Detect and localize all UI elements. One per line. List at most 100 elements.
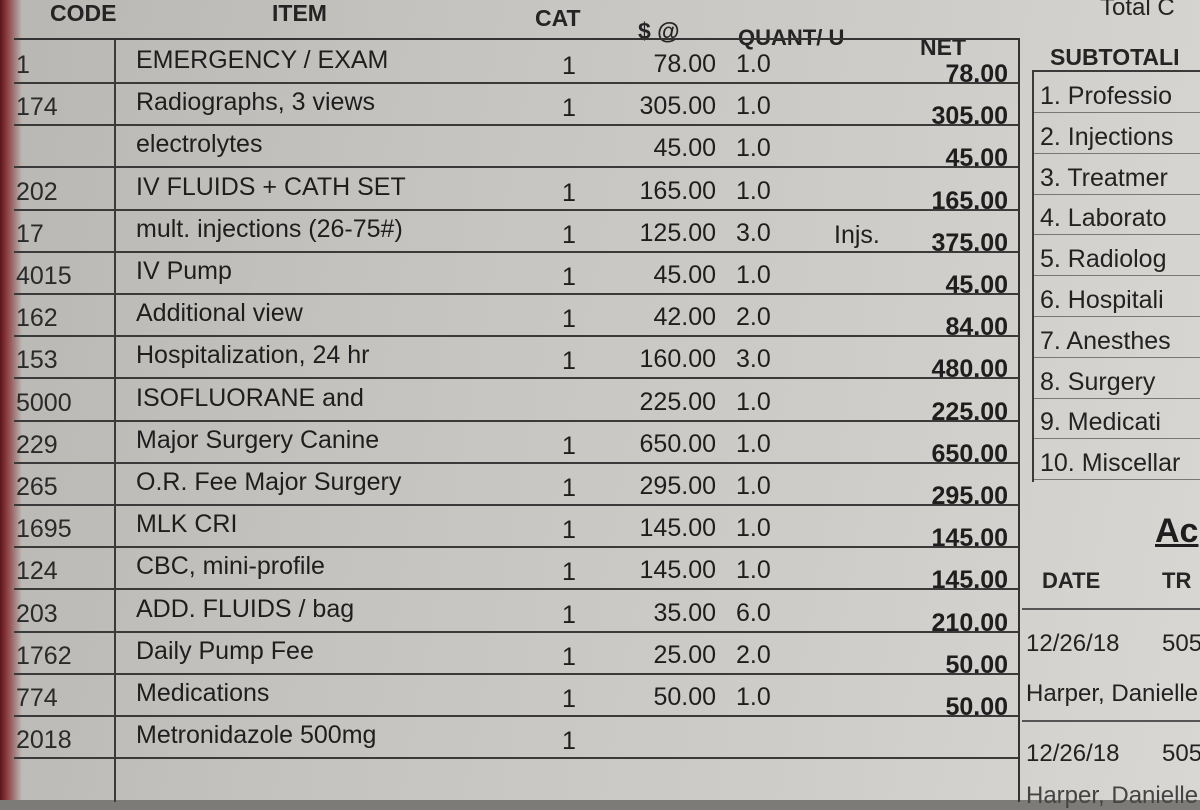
account-entry-name: Harper, Danielle [1026, 782, 1199, 809]
header-subtotal: SUBTOTALI [1050, 44, 1180, 70]
row-item: Major Surgery Canine [136, 425, 380, 454]
row-unit-price: 78.00 [653, 50, 716, 78]
table-row: 202 IV FLUIDS + CATH SET 1 165.00 1.0 165.00 [14, 167, 1018, 215]
subtotal-list: 1. Professio 2. Injections 3. Treatmer 4. L… [1032, 70, 1200, 482]
row-item: Medications [136, 679, 270, 707]
row-unit-price: 305.00 [639, 92, 716, 121]
row-net: 84.00 [945, 313, 1008, 342]
row-quantity: 3.0 [736, 345, 771, 374]
row-net: 480.00 [931, 355, 1008, 384]
table-row: 153 Hospitalization, 24 hr 1 160.00 3.0 480.0… [14, 335, 1018, 384]
row-code: 1695 [16, 515, 72, 544]
row-quantity: 1.0 [736, 50, 771, 78]
account-entry-rule [1022, 720, 1200, 722]
row-quantity: 1.0 [736, 176, 771, 205]
row-item: IV FLUIDS + CATH SET [136, 172, 406, 201]
row-code: 229 [16, 430, 58, 459]
subtotal-label: 2. Injections [1040, 122, 1174, 151]
row-item: Metronidazole 500mg [136, 721, 377, 750]
subtotal-row: 5. Radiolog [1034, 235, 1200, 277]
row-code: 17 [16, 219, 44, 248]
table-row: 4015 IV Pump 1 45.00 1.0 45.00 [14, 251, 1018, 299]
row-cat: 1 [562, 474, 576, 502]
row-code: 4015 [16, 262, 72, 290]
row-item: ADD. FLUIDS / bag [136, 594, 355, 623]
account-header-rule [1022, 608, 1200, 610]
row-net: 165.00 [931, 186, 1008, 215]
row-quantity: 2.0 [736, 640, 771, 669]
row-code: 774 [16, 684, 58, 712]
account-entry-ref: 505 [1162, 740, 1200, 767]
row-cat: 1 [562, 178, 576, 207]
row-quantity: 1.0 [736, 261, 771, 289]
row-net: 78.00 [945, 60, 1008, 88]
account-entry-ref: 505 [1162, 630, 1200, 657]
table-row: 1762 Daily Pump Fee 1 25.00 2.0 50.00 [14, 631, 1018, 677]
row-unit-price: 160.00 [639, 345, 716, 374]
row-item: Hospitalization, 24 hr [136, 341, 370, 370]
row-net: 650.00 [931, 439, 1008, 468]
row-cat: 1 [562, 347, 576, 376]
row-net: 45.00 [945, 271, 1008, 299]
row-unit: Injs. [834, 220, 880, 249]
row-cat: 1 [562, 600, 576, 629]
row-unit-price: 25.00 [653, 640, 716, 669]
table-row: 5000 ISOFLUORANE and 225.00 1.0 225.00 [14, 378, 1018, 426]
row-quantity: 1.0 [736, 92, 771, 121]
row-code: 202 [16, 177, 58, 206]
subtotal-row: 10. Miscellar [1034, 439, 1200, 481]
account-entry-date: 12/26/18 [1026, 630, 1120, 657]
subtotal-row: 3. Treatmer [1034, 154, 1200, 195]
row-item: CBC, mini-profile [136, 552, 325, 581]
row-quantity: 1.0 [736, 387, 771, 416]
row-cat: 1 [562, 642, 576, 671]
row-code: 1 [16, 51, 30, 79]
account-entry-name: Harper, Danielle [1026, 680, 1199, 707]
charges-table: 1 EMERGENCY / EXAM 1 78.00 1.0 78.00 174 Radiog… [14, 38, 1020, 802]
header-item: ITEM [272, 0, 327, 26]
row-quantity: 1.0 [736, 556, 771, 585]
row-item: IV Pump [136, 257, 232, 285]
subtotal-label: 3. Treatmer [1040, 163, 1168, 192]
row-quantity: 3.0 [736, 218, 771, 247]
row-unit-price: 125.00 [639, 218, 716, 247]
row-unit-price: 45.00 [653, 261, 716, 289]
table-row: 17 mult. injections (26-75#) 1 125.00 3.0 Inj… [14, 209, 1018, 257]
table-row: 2018 Metronidazole 500mg 1 [14, 715, 1018, 760]
account-tr-header: TR [1162, 568, 1192, 593]
row-unit-price: 50.00 [653, 683, 716, 711]
row-cat: 1 [562, 516, 576, 545]
row-code: 203 [16, 599, 58, 628]
row-cat: 1 [562, 685, 576, 713]
row-net: 375.00 [931, 228, 1008, 257]
table-row: 162 Additional view 1 42.00 2.0 84.00 [14, 293, 1018, 342]
table-row: 174 Radiographs, 3 views 1 305.00 1.0 305.00 [14, 82, 1018, 129]
row-item: MLK CRI [136, 510, 238, 539]
table-row: 1695 MLK CRI 1 145.00 1.0 145.00 [14, 504, 1018, 551]
subtotal-row: 7. Anesthes [1034, 317, 1200, 358]
row-item: O.R. Fee Major Surgery [136, 468, 402, 496]
subtotal-label: 10. Miscellar [1040, 449, 1181, 478]
row-cat: 1 [562, 727, 576, 756]
row-item: Radiographs, 3 views [136, 88, 376, 117]
subtotal-row: 9. Medicati [1034, 398, 1200, 440]
row-cat: 1 [562, 94, 576, 123]
row-unit-price: 225.00 [639, 387, 716, 416]
row-cat: 1 [562, 263, 576, 291]
row-code: 153 [16, 346, 58, 375]
row-net: 225.00 [931, 397, 1008, 426]
row-item: EMERGENCY / EXAM [136, 46, 389, 74]
table-row: 124 CBC, mini-profile 1 145.00 1.0 145.00 [14, 546, 1018, 593]
row-item: electrolytes [136, 130, 263, 159]
subtotal-row: 2. Injections [1034, 113, 1200, 154]
row-quantity: 1.0 [736, 429, 771, 458]
row-unit-price: 42.00 [653, 303, 716, 332]
row-unit-price: 35.00 [653, 598, 716, 627]
subtotal-label: 7. Anesthes [1040, 326, 1171, 355]
row-quantity: 1.0 [736, 683, 771, 711]
account-entry-date: 12/26/18 [1026, 740, 1120, 767]
row-cat: 1 [562, 431, 576, 460]
subtotal-label: 9. Medicati [1040, 408, 1161, 437]
row-code: 5000 [16, 388, 72, 417]
table-row: 265 O.R. Fee Major Surgery 1 295.00 1.0 295.0… [14, 462, 1018, 509]
